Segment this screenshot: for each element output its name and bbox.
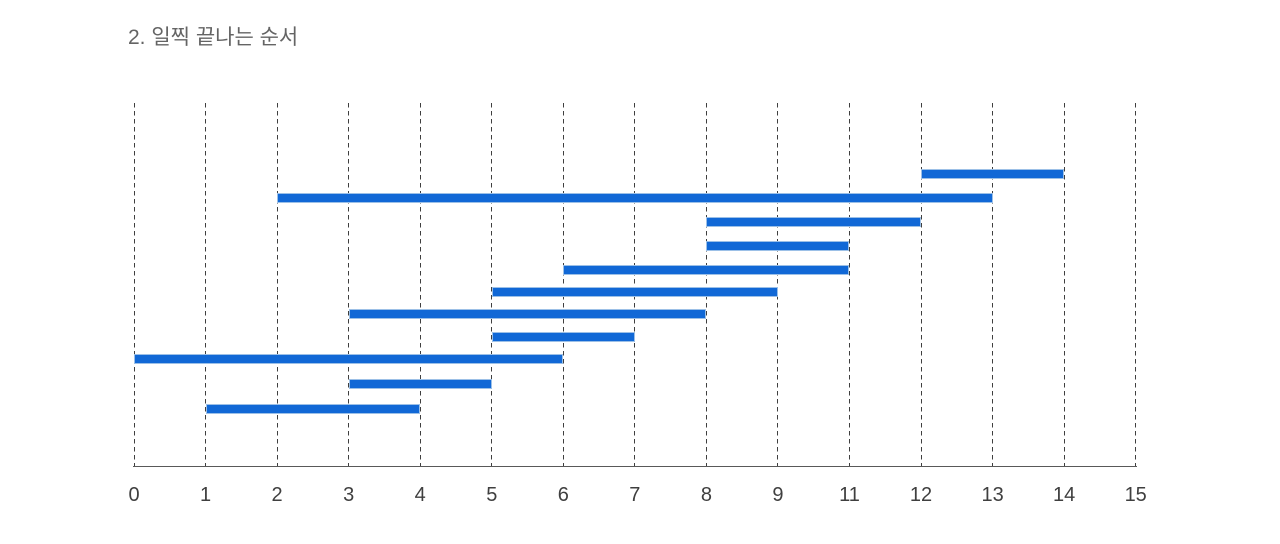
task-bar [491, 331, 635, 342]
gridline [133, 103, 135, 466]
task-bar [563, 264, 850, 275]
gridline [419, 103, 421, 466]
task-bar [277, 193, 993, 203]
x-tick-label: 9 [772, 484, 784, 506]
gridline [1135, 103, 1137, 466]
x-tick-label: 2 [271, 484, 283, 506]
x-tick-label: 11 [839, 484, 860, 506]
x-axis-line [133, 466, 1137, 467]
gridline [205, 103, 207, 466]
task-bar [348, 309, 707, 319]
task-bar [491, 286, 778, 297]
gridline [348, 103, 350, 466]
gridline [849, 103, 850, 466]
x-tick-label: 8 [700, 484, 712, 506]
task-bar [706, 217, 922, 227]
task-bar [348, 378, 492, 389]
chart-title: 2. 일찍 끝나는 순서 [128, 26, 299, 49]
x-tick-label: 1 [199, 484, 212, 506]
gridline [777, 103, 779, 466]
gridline [276, 103, 278, 466]
task-bar [706, 241, 850, 251]
x-tick-label: 14 [1053, 484, 1076, 506]
x-tick-label: 15 [1124, 484, 1147, 506]
x-tick-label: 3 [343, 484, 355, 506]
gridline [1063, 103, 1065, 466]
gridline [634, 103, 636, 466]
x-tick-label: 13 [981, 484, 1004, 506]
x-tick-label: 4 [414, 484, 426, 506]
x-tick-label: 7 [629, 484, 641, 506]
x-tick-label: 12 [909, 484, 933, 506]
x-tick-label: 5 [486, 484, 498, 506]
x-tick-label: 6 [557, 484, 569, 506]
task-bar [205, 404, 421, 414]
x-tick-label: 0 [128, 484, 140, 506]
gridline [920, 103, 922, 466]
gridline [705, 103, 707, 466]
gridline [491, 103, 493, 466]
task-bar [921, 169, 1065, 179]
task-bar [134, 353, 564, 364]
gridline [992, 103, 994, 466]
gridline [562, 103, 564, 466]
